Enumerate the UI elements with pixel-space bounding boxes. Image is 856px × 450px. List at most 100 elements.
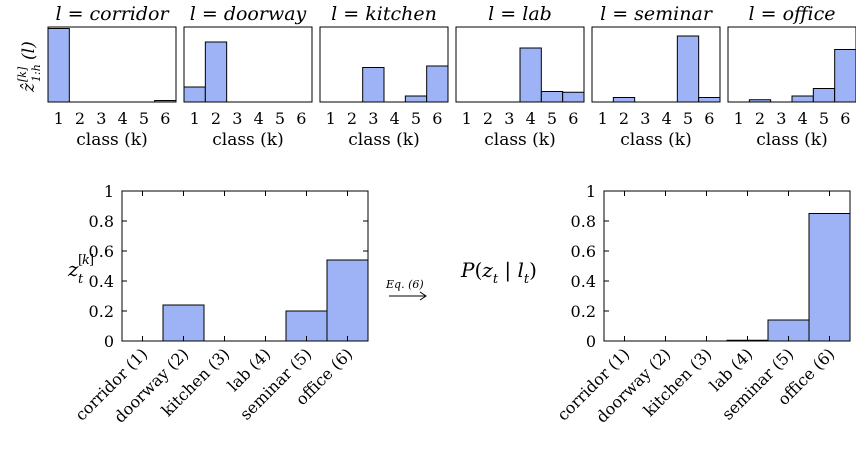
y-tick-label: 0	[586, 332, 596, 351]
x-tick-label: 2	[483, 109, 493, 128]
x-tick-label: 5	[411, 109, 421, 128]
plot-frame	[121, 190, 369, 342]
x-tick-label: 3	[96, 109, 106, 128]
y-tick-label: 0.2	[89, 302, 114, 321]
bar-office	[326, 259, 369, 342]
x-axis-title: class (k)	[620, 130, 692, 150]
x-axis-title: class (k)	[212, 130, 284, 150]
panel-title: l = lab	[488, 3, 552, 25]
x-tick-label: 2	[75, 109, 85, 128]
plot-frame	[727, 26, 856, 103]
x-tick-label: 2	[211, 109, 221, 128]
x-tick-label: 6	[840, 109, 850, 128]
plot-frame	[591, 26, 721, 103]
bar-class-5	[676, 35, 700, 103]
ylabel-zhat: ẑ	[19, 82, 39, 93]
panel-title: l = office	[749, 3, 836, 25]
bar-class-3	[362, 67, 385, 103]
bottom-left-ylabel: z t [ k ]	[67, 253, 94, 287]
bar-class-2	[612, 97, 636, 103]
x-tick-label: 4	[118, 109, 128, 128]
x-tick-label: 6	[160, 109, 170, 128]
ylabel-zhat-arg: (l)	[19, 41, 39, 60]
ylabel-z-sup-close: ]	[89, 253, 94, 268]
bar-class-1	[47, 28, 70, 103]
ylabel-z-sub: t	[78, 272, 84, 287]
panel-title: l = corridor	[55, 3, 170, 25]
panel-office: l = office 1 2 3 4 5 6 class (k)	[727, 3, 856, 150]
bar-class-6	[698, 97, 721, 103]
bar-class-2	[204, 41, 228, 103]
panel-lab: l = lab 1 2 3 4 5 6 class (k)	[455, 3, 585, 150]
bar-class-6	[834, 49, 856, 103]
x-tick-label: 5	[275, 109, 285, 128]
x-tick-label: 5	[683, 109, 693, 128]
x-tick-label: 6	[704, 109, 714, 128]
x-tick-label: 3	[776, 109, 786, 128]
x-axis-title: class (k)	[484, 130, 556, 150]
plot-frame	[319, 26, 449, 103]
y-tick-label: 0.6	[571, 242, 596, 261]
x-axis-title: class (k)	[348, 130, 420, 150]
x-tick-label: 6	[568, 109, 578, 128]
x-axis-title: class (k)	[76, 130, 148, 150]
x-tick-label: 4	[254, 109, 264, 128]
bar-class-5	[812, 88, 836, 103]
x-axis-title: class (k)	[756, 130, 828, 150]
panel-title: l = kitchen	[331, 3, 437, 25]
plot-frame	[183, 26, 313, 103]
plot-frame	[603, 190, 851, 342]
ylabel-zhat-sup: [k]	[16, 66, 29, 82]
x-tick-label: 2	[347, 109, 357, 128]
bar-doorway	[162, 304, 205, 342]
x-tick-label: 5	[139, 109, 149, 128]
x-tick-label: 1	[734, 109, 744, 128]
y-tick-label: 0.8	[89, 212, 114, 231]
x-tick-label: 3	[640, 109, 650, 128]
bar-class-5	[540, 91, 564, 103]
ylabel-z: z	[67, 257, 79, 281]
ylabel-z-sup-k: k	[82, 253, 90, 268]
x-tick-label: 1	[54, 109, 64, 128]
bar-office	[808, 213, 851, 342]
arrow-label: Eq. (6)	[385, 278, 424, 291]
top-ylabel: ẑ1:h[k] (l)	[16, 41, 43, 93]
equation-arrow: Eq. (6)	[385, 278, 427, 301]
bottom-right-ylabel: P(zt | lt)	[460, 258, 537, 287]
x-tick-label: 2	[755, 109, 765, 128]
y-tick-label: 0.8	[571, 212, 596, 231]
bar-class-4	[519, 47, 542, 103]
x-tick-label: 1	[326, 109, 336, 128]
ylabel-zhat-sub: 1:h	[30, 64, 43, 82]
x-tick-label: 5	[819, 109, 829, 128]
y-tick-label: 0.6	[89, 242, 114, 261]
x-tick-label: 4	[798, 109, 808, 128]
x-tick-label: 4	[526, 109, 536, 128]
panel-title: l = seminar	[600, 3, 714, 25]
y-tick-label: 0.2	[571, 302, 596, 321]
x-tick-label: 4	[662, 109, 672, 128]
x-tick-label: 2	[619, 109, 629, 128]
panel-title: l = doorway	[190, 3, 307, 25]
x-tick-label: 4	[390, 109, 400, 128]
x-tick-label: 1	[190, 109, 200, 128]
ylabel-z-sup: [	[78, 253, 83, 268]
y-tick-label: 0	[104, 332, 114, 351]
plot-frame	[455, 26, 585, 103]
bar-class-4	[791, 95, 814, 103]
x-tick-label: 5	[547, 109, 557, 128]
y-tick-label: 0.4	[571, 272, 596, 291]
y-tick-label: 1	[586, 182, 596, 201]
x-tick-label: 3	[368, 109, 378, 128]
panel-corridor: l = corridor 1 2 3 4 5 6 class (k)	[47, 3, 177, 150]
ylabel-p: P(zt | lt)	[460, 258, 537, 287]
bar-class-6	[562, 91, 585, 103]
x-tick-label: 3	[232, 109, 242, 128]
x-tick-label: 1	[598, 109, 608, 128]
bar-class-5	[404, 95, 428, 103]
y-tick-label: 1	[104, 182, 114, 201]
plot-frame	[47, 26, 177, 103]
